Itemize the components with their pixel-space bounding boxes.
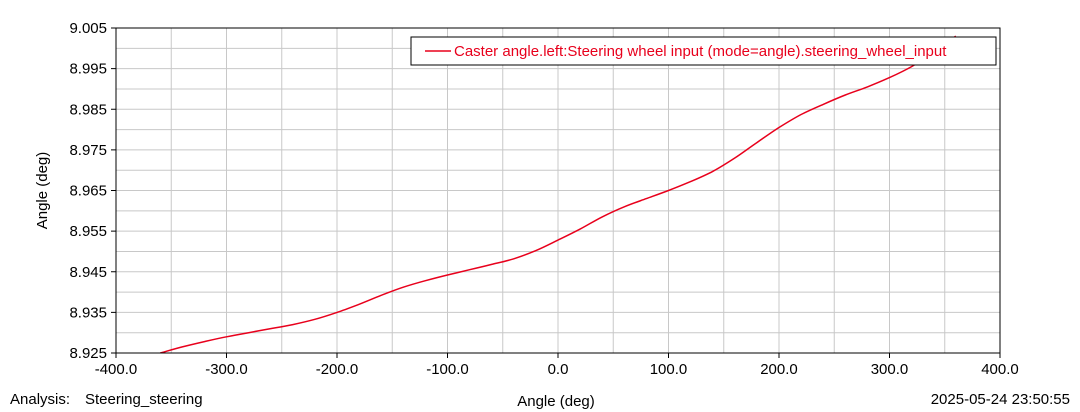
x-tick-label: 400.0 <box>981 361 1019 378</box>
y-tick-label: 8.975 <box>69 142 107 159</box>
y-tick-label: 8.935 <box>69 304 107 321</box>
x-tick-label: 200.0 <box>760 361 798 378</box>
y-axis-ticks: 8.925 8.935 8.945 8.955 8.965 8.975 8.985 8.995… <box>69 20 116 362</box>
y-tick-label: 8.985 <box>69 101 107 118</box>
y-tick-label: 9.005 <box>69 20 107 37</box>
series-layer <box>160 35 957 353</box>
analysis-label: Analysis: <box>10 391 71 408</box>
legend-label: Caster angle.left:Steering wheel input (… <box>454 43 947 60</box>
series-line-caster-angle-left <box>160 35 957 353</box>
grid <box>115 27 1001 354</box>
x-axis-ticks: -400.0 -300.0 -200.0 -100.0 0.0 100.0 200.0 300… <box>95 353 1019 378</box>
y-axis-title: Angle (deg) <box>34 152 51 230</box>
x-tick-label: 300.0 <box>871 361 909 378</box>
x-tick-label: 100.0 <box>650 361 688 378</box>
y-tick-label: 8.995 <box>69 61 107 78</box>
x-tick-label: -300.0 <box>205 361 248 378</box>
x-tick-label: -400.0 <box>95 361 138 378</box>
timestamp: 2025-05-24 23:50:55 <box>930 391 1070 408</box>
y-tick-label: 8.965 <box>69 183 107 200</box>
y-tick-label: 8.955 <box>69 223 107 240</box>
legend-box <box>410 36 997 66</box>
y-tick-label: 8.925 <box>69 345 107 362</box>
x-tick-label: -200.0 <box>316 361 359 378</box>
analysis-value: Steering_steering <box>85 391 203 408</box>
x-tick-label: -100.0 <box>426 361 469 378</box>
x-tick-label: 0.0 <box>548 361 569 378</box>
legend: Caster angle.left:Steering wheel input (… <box>410 36 997 66</box>
y-tick-label: 8.945 <box>69 264 107 281</box>
x-axis-title: Angle (deg) <box>517 393 595 410</box>
